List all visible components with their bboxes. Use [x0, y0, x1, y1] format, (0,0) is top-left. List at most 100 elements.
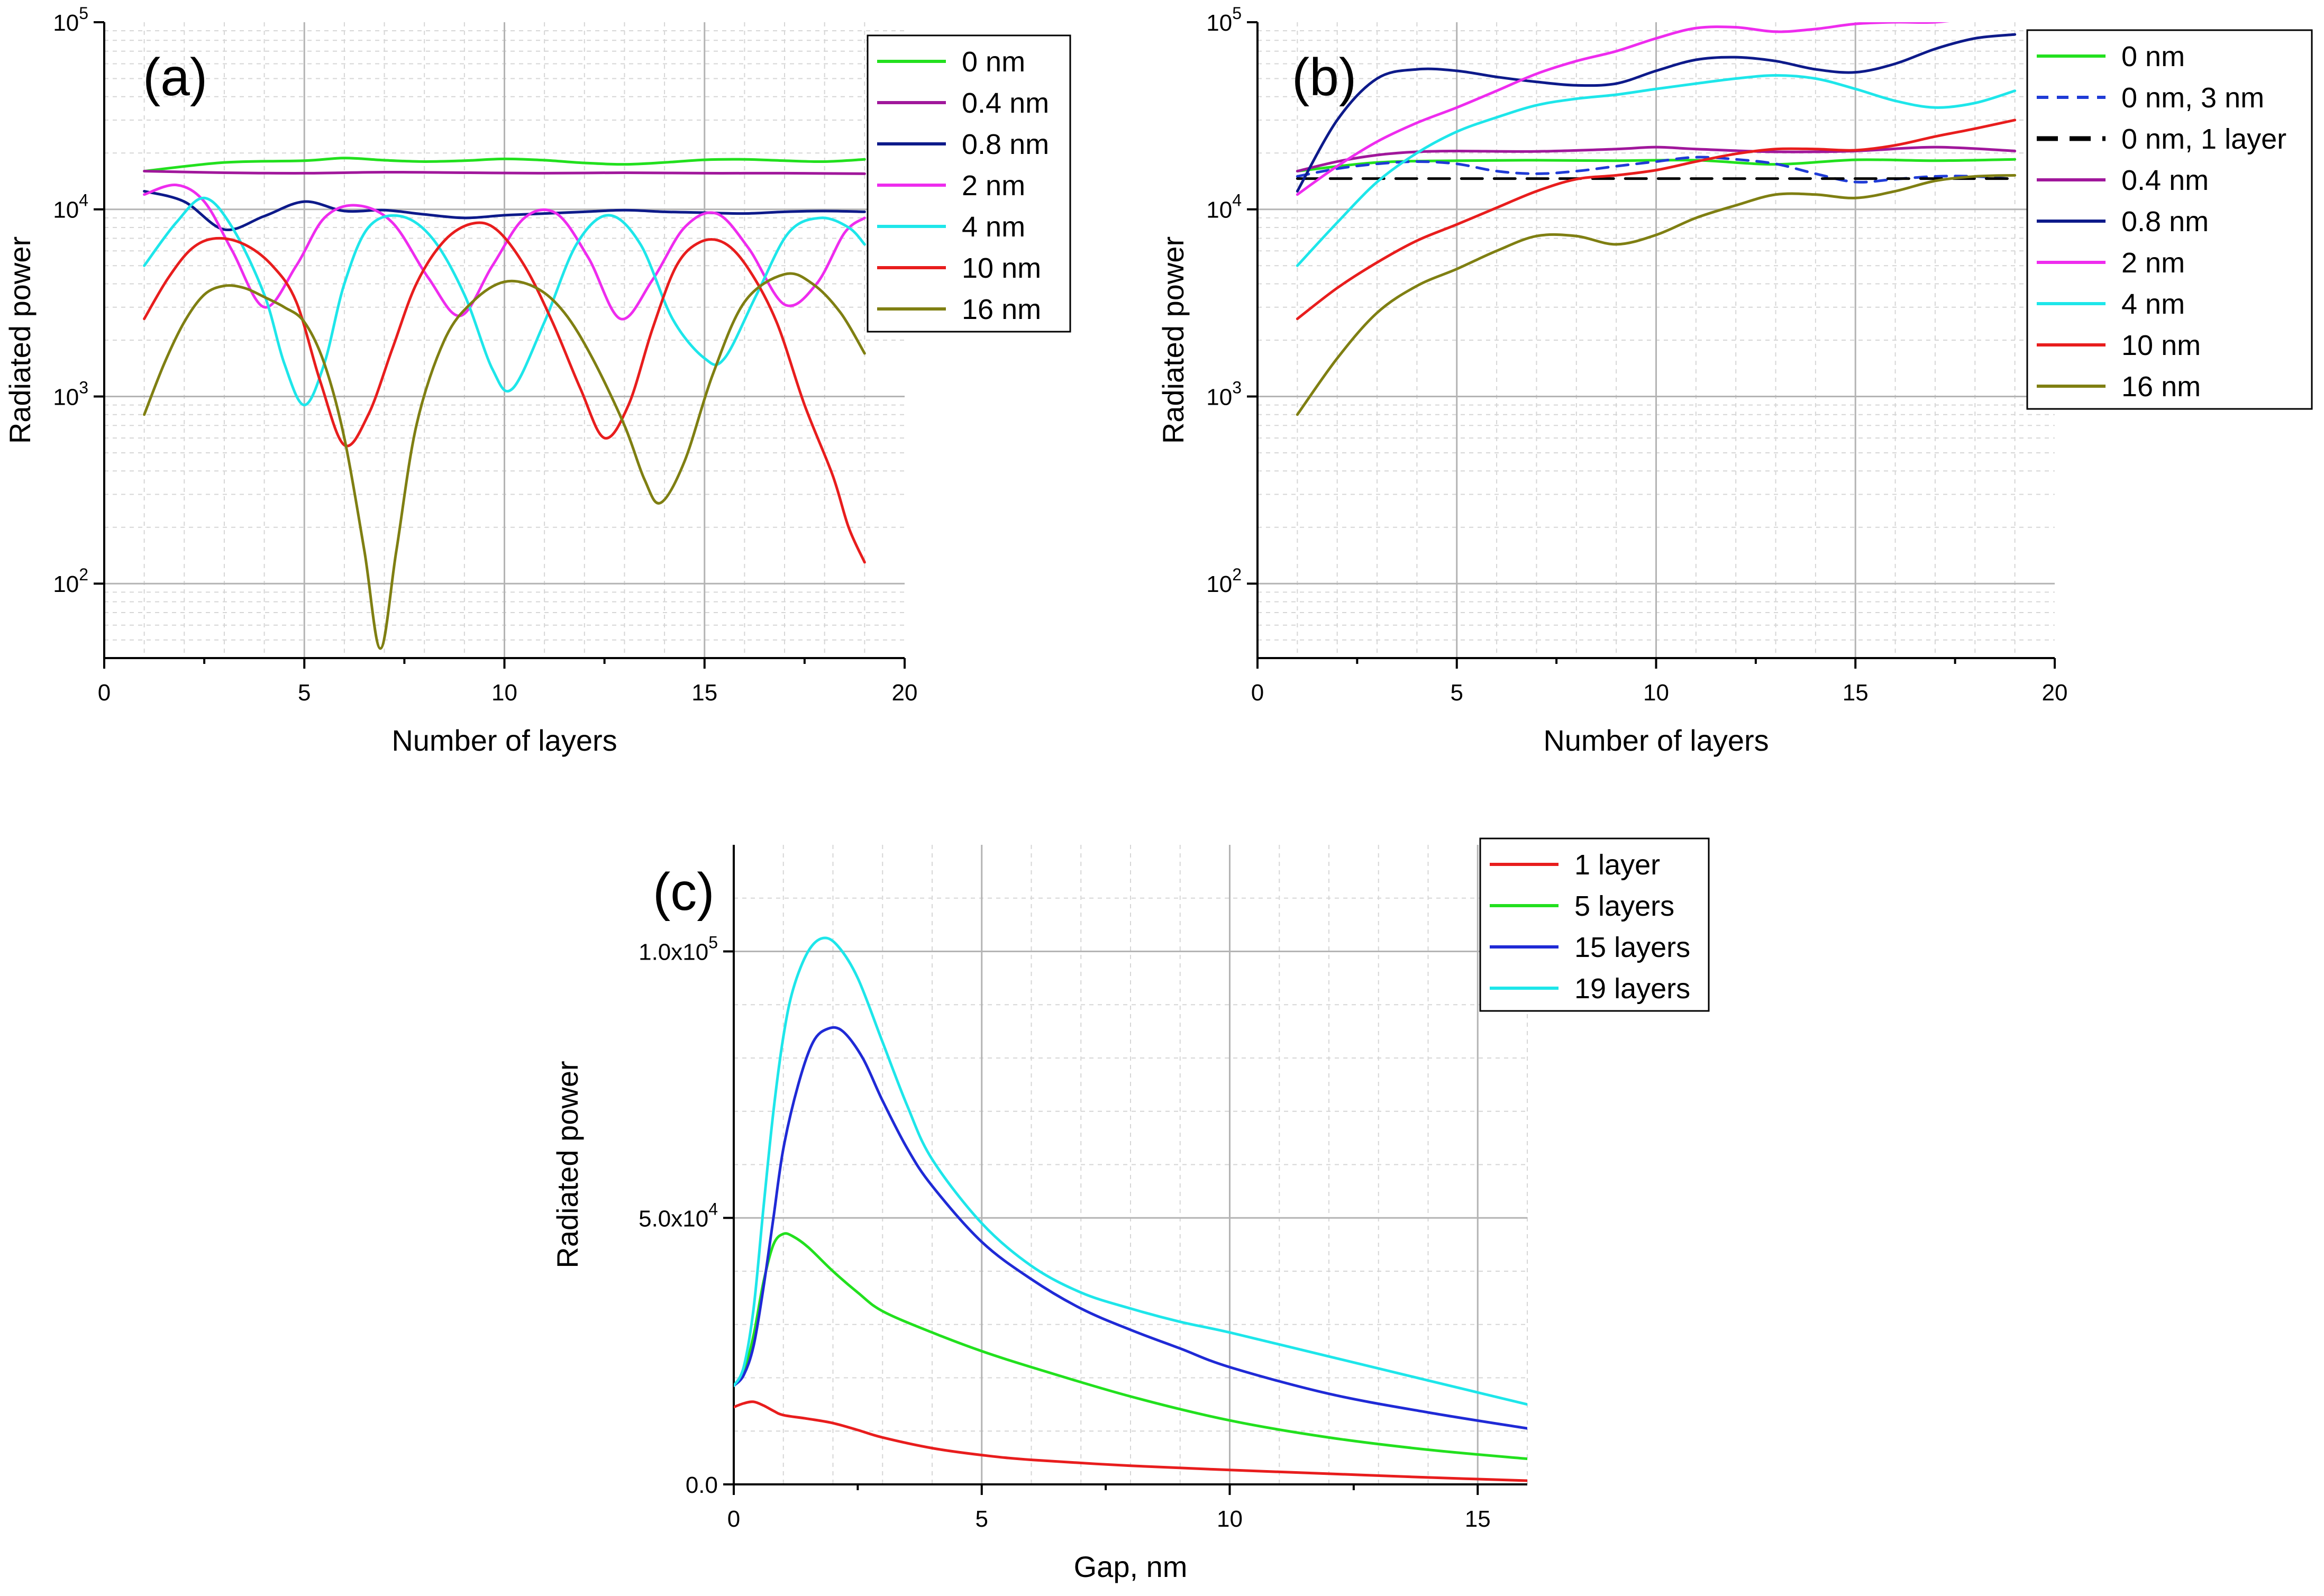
x-tick-label: 5 [298, 680, 311, 706]
x-tick-label: 15 [691, 680, 717, 706]
series-line-4-nm [143, 196, 866, 407]
legend-label: 0 nm [962, 46, 1025, 78]
legend-label: 0 nm, 3 nm [2121, 82, 2264, 114]
y-tick-exponent: 5 [79, 4, 88, 23]
y-tick-base: 10 [53, 571, 79, 597]
x-tick-label: 0 [98, 680, 111, 706]
y-tick-base: 10 [1206, 197, 1232, 223]
legend-label: 10 nm [962, 252, 1041, 284]
x-tick-label: 10 [1643, 680, 1669, 706]
legend-label: 2 nm [962, 170, 1025, 202]
y-tick-exponent: 4 [1232, 191, 1242, 210]
y-tick-base: 10 [53, 10, 79, 36]
y-tick-label: 5.0x104 [639, 1199, 718, 1232]
legend-label: 0 nm, 1 layer [2121, 123, 2286, 155]
y-tick-base: 10 [53, 384, 79, 410]
y-tick-exponent: 2 [1232, 565, 1242, 584]
panel-label: (b) [1292, 48, 1356, 107]
series-line-0-nm [143, 157, 866, 173]
x-tick-label: 0 [727, 1506, 740, 1532]
series-group [143, 157, 866, 650]
y-tick-base: 10 [1206, 384, 1232, 410]
y-tick-label: 1.0x105 [639, 933, 718, 965]
x-tick-label: 15 [1465, 1506, 1491, 1532]
y-tick-exponent: 4 [708, 1199, 718, 1218]
legend-label: 10 nm [2121, 330, 2201, 361]
y-tick-exponent: 4 [79, 191, 88, 210]
legend-box [1479, 837, 1710, 1012]
x-axis-label: Number of layers [1543, 724, 1769, 757]
series-line-16-nm [1296, 174, 2017, 416]
y-tick-label: 103 [1206, 378, 1242, 410]
y-tick-label: 103 [53, 378, 88, 410]
legend: 0 nm 0.4 nm 0.8 nm 2 nm 4 nm 10 nm 16 nm [867, 34, 1071, 333]
y-axis-label: Radiated power [1156, 236, 1190, 444]
legend-label: 5 layers [1574, 890, 1674, 922]
legend-label: 0.4 nm [2121, 165, 2209, 196]
x-tick-label: 5 [976, 1506, 988, 1532]
series-group [1296, 22, 2017, 416]
panel-label: (c) [653, 862, 715, 922]
series-line-2-nm [1296, 22, 1950, 196]
series-line-1-layer [734, 1400, 1527, 1482]
series-line-10-nm [143, 221, 866, 564]
y-tick-base: 0.0 [686, 1472, 718, 1498]
series-line-0-4-nm [143, 170, 866, 175]
y-tick-exponent: 2 [79, 565, 88, 584]
x-axis-label: Gap, nm [1074, 1550, 1188, 1583]
x-tick-label: 5 [1451, 680, 1463, 706]
legend-label: 16 nm [962, 294, 1041, 325]
x-tick-label: 0 [1251, 680, 1264, 706]
legend-label: 0.4 nm [962, 87, 1049, 119]
x-tick-label: 15 [1843, 680, 1869, 706]
y-tick-base: 1.0x10 [639, 940, 708, 965]
y-tick-base: 5.0x10 [639, 1206, 708, 1232]
y-tick-exponent: 5 [708, 933, 718, 952]
x-tick-label: 10 [491, 680, 517, 706]
panel-label: (a) [143, 48, 207, 107]
y-tick-label: 102 [53, 565, 88, 597]
legend-label: 16 nm [2121, 371, 2201, 403]
x-tick-label: 20 [892, 680, 918, 706]
y-tick-exponent: 5 [1232, 4, 1242, 23]
legend-label: 15 layers [1574, 932, 1690, 963]
y-tick-label: 104 [1206, 191, 1242, 223]
series-line-19-layers [734, 936, 1527, 1406]
series-line-16-nm [143, 272, 866, 650]
y-tick-label: 102 [1206, 565, 1242, 597]
legend: 1 layer 5 layers 15 layers 19 layers [1479, 837, 1710, 1012]
legend-label: 4 nm [2121, 288, 2185, 320]
legend-label: 19 layers [1574, 973, 1690, 1005]
gridlines [734, 845, 1528, 1484]
series-line-0-8-nm [1296, 33, 2017, 193]
legend-label: 1 layer [1574, 849, 1660, 881]
legend-label: 4 nm [962, 211, 1025, 243]
y-tick-base: 10 [1206, 571, 1232, 597]
legend-label: 0 nm [2121, 41, 2185, 72]
y-tick-label: 104 [53, 191, 88, 223]
gridlines [104, 22, 905, 658]
legend: 0 nm 0 nm, 3 nm 0 nm, 1 layer 0.4 nm 0.8 nm 2… [2026, 29, 2313, 410]
series-group [734, 936, 1527, 1482]
y-tick-label: 105 [53, 4, 88, 36]
x-tick-label: 10 [1217, 1506, 1243, 1532]
y-tick-label: 0.0 [686, 1472, 718, 1498]
x-axis-label: Number of layers [391, 724, 617, 757]
y-tick-base: 10 [53, 197, 79, 223]
y-axis-label: Radiated power [551, 1061, 584, 1268]
series-line-4-nm [1296, 74, 2017, 267]
series-line-15-layers [734, 1026, 1527, 1430]
series-line-0-8-nm [143, 189, 866, 232]
legend-label: 0.8 nm [2121, 206, 2209, 238]
series-line-0-4-nm [1296, 145, 2017, 173]
legend-label: 0.8 nm [962, 129, 1049, 160]
y-tick-label: 105 [1206, 4, 1242, 36]
y-tick-base: 10 [1206, 10, 1232, 36]
series-line-10-nm [1296, 118, 2017, 321]
gridlines [1257, 22, 2055, 658]
y-axis-label: Radiated power [3, 236, 37, 444]
